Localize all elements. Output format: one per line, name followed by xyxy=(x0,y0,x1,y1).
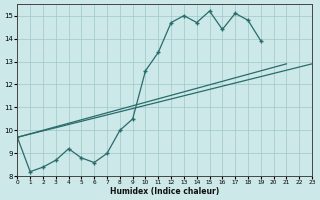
X-axis label: Humidex (Indice chaleur): Humidex (Indice chaleur) xyxy=(110,187,219,196)
